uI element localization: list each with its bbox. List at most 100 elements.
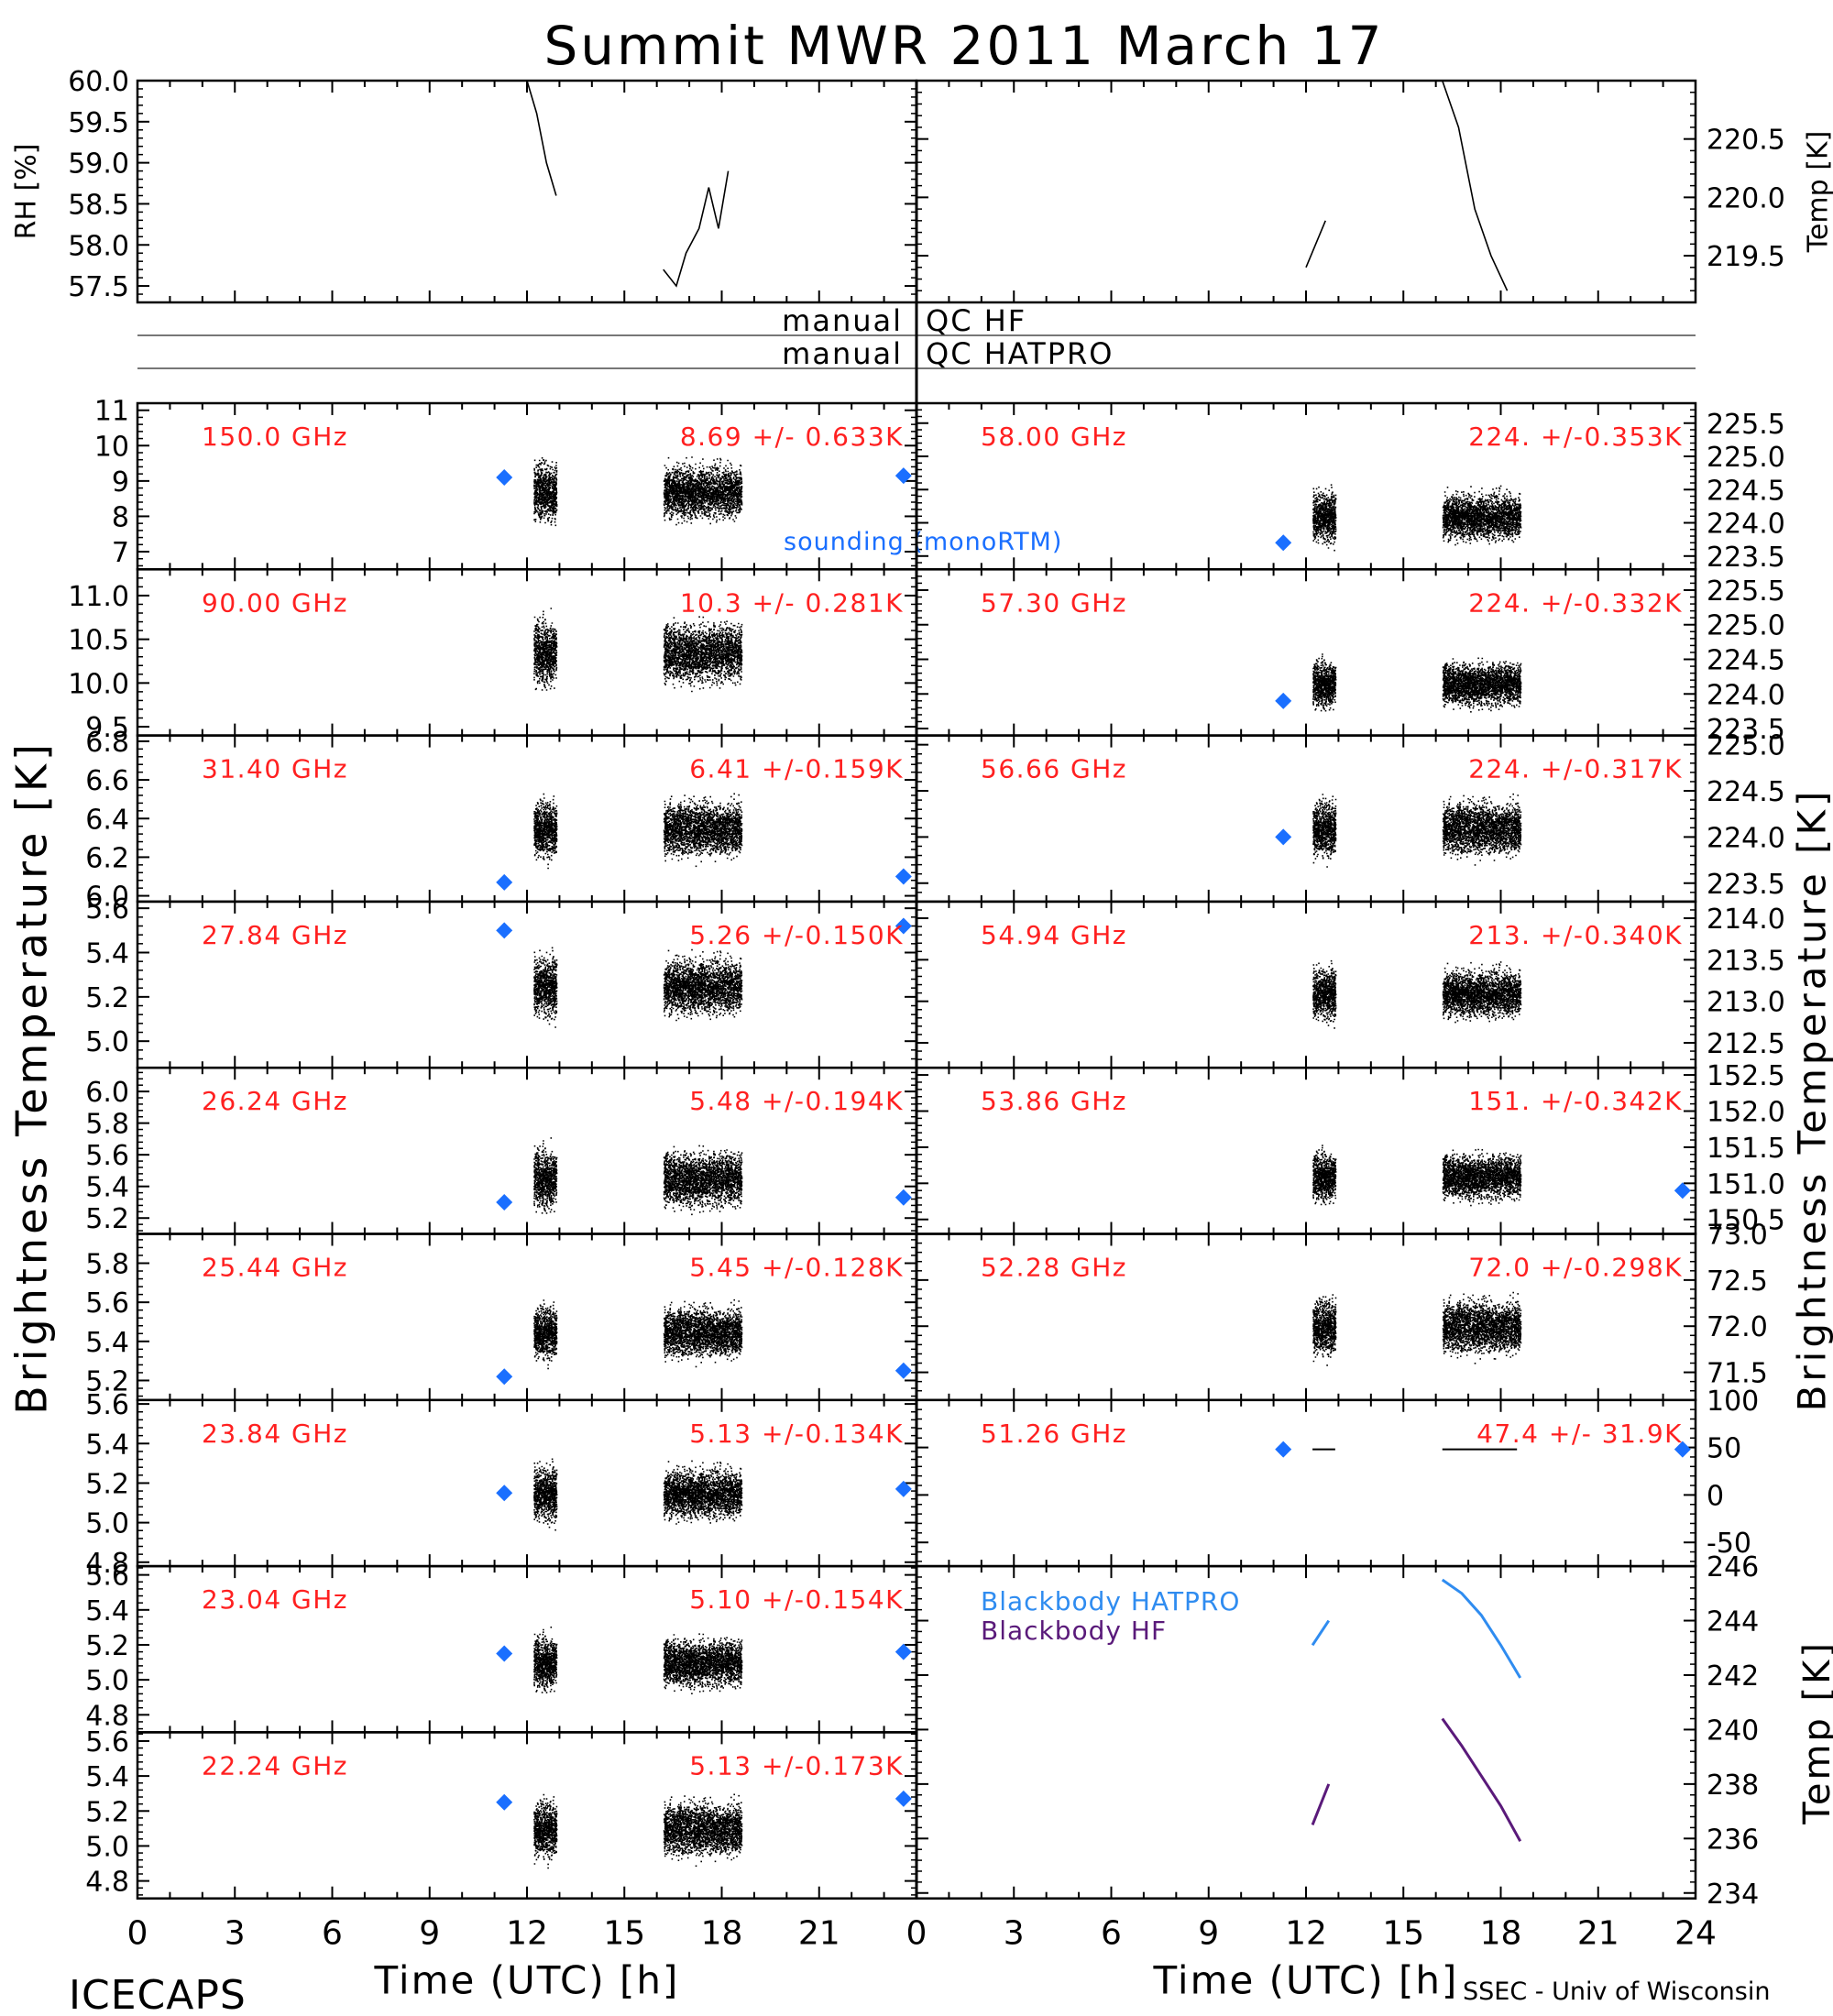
stats-label: 224. +/-0.353K [1468, 422, 1683, 452]
panel-frame [915, 79, 1697, 304]
data-points [1442, 961, 1522, 1024]
y-tick-label: 5.8 [85, 1109, 129, 1141]
sounding-point [895, 917, 912, 935]
freq-label: 54.94 GHz [981, 920, 1127, 950]
y-tick-label: 242 [1707, 1660, 1759, 1693]
x-tick-label: 24 [1674, 1915, 1717, 1953]
y-tick-label: 5.2 [85, 1468, 129, 1500]
y-tick-label: 60.0 [68, 66, 129, 98]
stats-label: 224. +/-0.317K [1468, 754, 1683, 784]
data-points [533, 793, 558, 870]
data-points [533, 457, 558, 527]
x-tick-label: 12 [506, 1915, 548, 1953]
tb-panel-left-6: 4.8 5.0 5.2 5.4 5.6 23.84 GHz 5.13 +/-0.134K [85, 1389, 918, 1580]
y-tick-label: 225.0 [1707, 442, 1785, 474]
y-tick-label: 5.6 [85, 1389, 129, 1421]
tb-panel-right-3: 212.5 213.0 213.5 214.0 54.94 GHz 213. +/-0.3… [915, 900, 1785, 1069]
y-tick-label: 6.0 [85, 1077, 129, 1109]
tb-panel-right-5: 71.5 72.0 72.5 73.0 52.28 GHz 72.0 +/-0.298K [915, 1220, 1768, 1402]
sounding-point [895, 1362, 912, 1379]
y-tick-label: 5.0 [85, 1665, 129, 1697]
freq-label: 23.84 GHz [202, 1419, 348, 1449]
freq-label: 26.24 GHz [202, 1086, 348, 1116]
y-tick-label: 234 [1707, 1879, 1759, 1911]
y-tick-label: 5.4 [85, 937, 129, 970]
y-tick-label: 9.5 [85, 712, 129, 744]
y-tick-label: 5.6 [85, 1140, 129, 1172]
sounding-point [496, 469, 513, 487]
y-tick-label: 58.5 [68, 189, 129, 221]
x-tick-label: 0 [127, 1915, 148, 1953]
x-tick-label: 15 [1382, 1915, 1424, 1953]
y-tick-label: 244 [1707, 1606, 1759, 1638]
x-tick-label: 18 [1480, 1915, 1522, 1953]
y-tick-label: 8 [112, 501, 129, 533]
stats-label: 10.3 +/- 0.281K [680, 587, 904, 618]
freq-label: 31.40 GHz [202, 754, 348, 784]
data-points [663, 1633, 743, 1694]
sounding-point [496, 1645, 513, 1662]
tb-panel-left-8: 4.8 5.05.25.45.6 22.24 GHz 5.13 +/-0.173K [85, 1726, 918, 1900]
sounding-point [895, 1790, 912, 1807]
data-points [533, 1627, 558, 1693]
temp-line [1441, 80, 1509, 291]
x-tick-label: 9 [1198, 1915, 1219, 1953]
y-tick-label: 151.0 [1707, 1168, 1785, 1200]
y-tick-label: -50 [1707, 1528, 1751, 1560]
sounding-point [496, 1193, 513, 1211]
tb-panel-left-1: 9.5 10.0 10.5 11.0 90.00 GHz 10.3 +/- 0.281K [68, 568, 918, 744]
sounding-point [895, 1189, 912, 1206]
footer-right: SSEC - Univ of Wisconsin [1463, 1978, 1770, 2006]
y-tick-label: 224.0 [1707, 509, 1785, 541]
y-tick-label: 9 [112, 466, 129, 499]
y-tick-label: 11.0 [68, 581, 129, 613]
y-tick-label: 59.0 [68, 148, 129, 181]
sounding-point [496, 922, 513, 939]
tb-panel-left-7: 4.85.05.25.45.6 23.04 GHz 5.10 +/-0.154K [85, 1561, 918, 1734]
x-tick-label: 3 [1004, 1915, 1025, 1953]
legend-entry: Blackbody HATPRO [981, 1586, 1240, 1616]
y-tick-label: 212.5 [1707, 1028, 1785, 1060]
y-tick-label: 224.5 [1707, 475, 1785, 507]
x-tick-label: 6 [322, 1915, 343, 1953]
stats-label: 5.13 +/-0.134K [689, 1419, 904, 1449]
y-tick-label: 224.5 [1707, 645, 1785, 677]
y-tick-label: 11 [94, 396, 129, 428]
y-tick-label: 238 [1707, 1769, 1759, 1802]
rh-line [526, 80, 557, 196]
y-tick-label: 5.6 [85, 1561, 129, 1593]
sounding-point [496, 873, 513, 891]
qc-row-label: manual [782, 336, 903, 371]
freq-label: 52.28 GHz [981, 1253, 1127, 1283]
freq-label: 150.0 GHz [202, 422, 348, 452]
y-tick-label: 6.0 [85, 882, 129, 914]
y-tick-label: 5.4 [85, 1327, 129, 1359]
rh-ylabel: RH [%] [11, 144, 43, 240]
y-tick-label: 5.2 [85, 1796, 129, 1828]
x-tick-label: 15 [603, 1915, 645, 1953]
y-tick-label: 214.0 [1707, 904, 1785, 936]
y-tick-label: 224.0 [1707, 822, 1785, 854]
y-tick-label: 5.0 [85, 1026, 129, 1058]
data-points [533, 947, 558, 1028]
y-tick-label: 57.5 [68, 271, 129, 303]
y-tick-label: 213.0 [1707, 987, 1785, 1019]
temp-line [1305, 220, 1326, 268]
stats-label: 213. +/-0.340K [1468, 920, 1683, 950]
y-tick-label: 100 [1707, 1386, 1759, 1418]
y-tick-label: 5.0 [85, 1831, 129, 1863]
rh-panel: 57.5 58.0 58.5 59.0 59.5 60.0 RH [%] [11, 66, 918, 304]
y-tick-label: 73.0 [1707, 1220, 1768, 1252]
y-tick-label: 225.0 [1707, 730, 1785, 762]
freq-label: 23.04 GHz [202, 1584, 348, 1615]
y-tick-label: 50 [1707, 1433, 1741, 1465]
y-tick-label: 5.2 [85, 1365, 129, 1397]
y-tick-label: 4.8 [85, 1548, 129, 1580]
y-tick-label: 224.0 [1707, 679, 1785, 711]
stats-label: 5.26 +/-0.150K [689, 920, 904, 950]
stats-label: 5.13 +/-0.173K [689, 1750, 904, 1780]
tb-panel-right-2: 223.5 224.0 224.5 225.0 56.66 GHz 224. +/-0.3… [915, 730, 1785, 904]
freq-label: 90.00 GHz [202, 587, 348, 618]
temp-ylabel: Temp [K] [1803, 131, 1833, 254]
